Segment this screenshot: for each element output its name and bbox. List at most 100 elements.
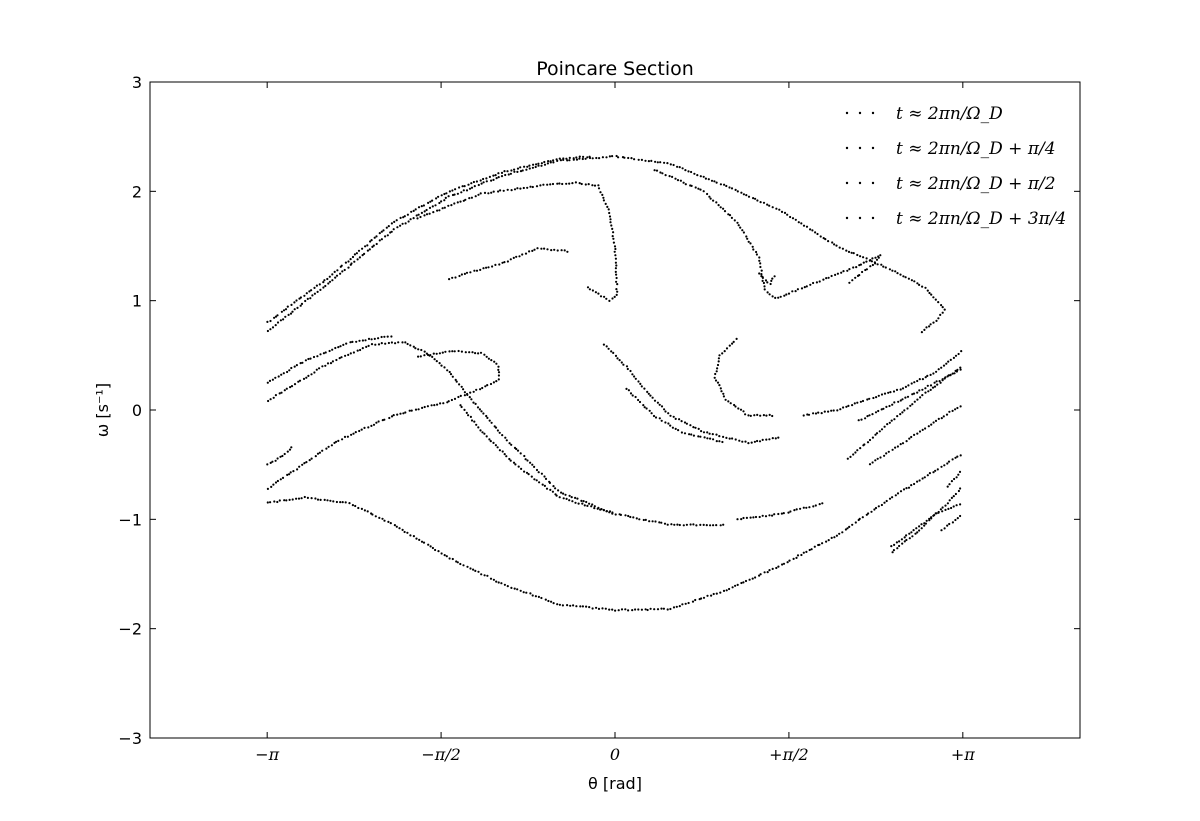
data-point (742, 193, 746, 196)
data-point (692, 523, 695, 526)
data-point (456, 561, 459, 564)
data-point (758, 440, 762, 443)
data-point (671, 426, 675, 429)
data-point (711, 433, 714, 436)
data-point (335, 358, 338, 362)
data-point (503, 583, 506, 586)
data-point (588, 606, 591, 609)
data-point (724, 398, 727, 401)
data-point (700, 430, 703, 433)
data-point (543, 247, 546, 250)
data-point (406, 531, 409, 534)
data-point (538, 481, 541, 484)
data-point (399, 216, 402, 219)
data-point (854, 276, 857, 279)
data-point (948, 483, 951, 486)
legend-entry-3: t ≈ 2πn/Ω_D + 3π/4 (845, 209, 1066, 229)
data-point (470, 196, 473, 199)
data-point (382, 229, 385, 232)
data-point (378, 516, 381, 520)
data-point (813, 545, 816, 548)
data-point (605, 345, 608, 348)
data-point (842, 406, 845, 409)
data-point (653, 608, 656, 611)
data-point (712, 438, 715, 441)
data-point (437, 195, 440, 198)
data-point (694, 598, 697, 602)
data-point (891, 403, 894, 406)
data-point (483, 353, 486, 356)
data-point (307, 357, 310, 361)
data-point (846, 457, 849, 460)
data-point (912, 529, 915, 532)
data-point (634, 377, 637, 380)
data-point (904, 385, 908, 388)
data-point (529, 592, 532, 595)
data-point (454, 276, 457, 279)
data-point (373, 337, 376, 340)
data-point (339, 501, 342, 504)
data-point (608, 608, 611, 611)
data-point (718, 384, 721, 387)
data-point (777, 296, 780, 299)
data-point (429, 200, 432, 203)
data-point (282, 309, 286, 312)
data-point (903, 409, 906, 412)
data-point (266, 329, 269, 333)
data-point (658, 403, 661, 406)
data-point (834, 273, 837, 276)
data-point (496, 429, 499, 432)
x-tick-label: +π (951, 745, 975, 764)
data-point (902, 488, 906, 491)
data-point (872, 396, 875, 400)
data-point (833, 243, 836, 246)
data-point (697, 187, 700, 190)
data-point (470, 186, 474, 189)
data-point (279, 319, 282, 322)
data-point (742, 581, 745, 584)
data-point (702, 190, 705, 193)
data-point (609, 221, 612, 224)
data-point (692, 426, 695, 429)
data-point (386, 234, 389, 237)
data-point (509, 258, 512, 261)
data-point (459, 562, 462, 566)
data-point (568, 156, 571, 159)
data-point (482, 412, 485, 415)
data-point (747, 195, 751, 198)
data-point (666, 608, 669, 611)
data-point (348, 502, 351, 505)
data-point (501, 450, 504, 453)
data-point (487, 266, 490, 269)
data-point (331, 348, 334, 351)
data-point (818, 280, 821, 283)
data-point (880, 393, 884, 396)
data-point (409, 344, 412, 347)
data-point (765, 414, 768, 417)
data-point (355, 252, 358, 255)
data-point (508, 457, 511, 461)
data-point (874, 433, 877, 436)
data-point (947, 507, 950, 510)
data-point (883, 501, 886, 504)
data-point (725, 347, 729, 350)
data-point (661, 172, 664, 175)
data-point (370, 343, 374, 346)
data-point (270, 485, 273, 488)
data-point (544, 598, 547, 601)
data-point (706, 192, 709, 196)
data-point (934, 419, 938, 422)
data-point (383, 418, 386, 421)
data-point (677, 429, 680, 432)
data-point (805, 550, 808, 554)
data-point (697, 435, 700, 438)
data-point (297, 497, 301, 500)
data-point (440, 552, 443, 555)
data-point (615, 288, 618, 291)
data-point (844, 528, 848, 531)
data-point (506, 260, 509, 263)
data-point (535, 468, 539, 472)
data-point (276, 321, 280, 324)
data-point (954, 456, 957, 459)
data-point (874, 262, 877, 265)
